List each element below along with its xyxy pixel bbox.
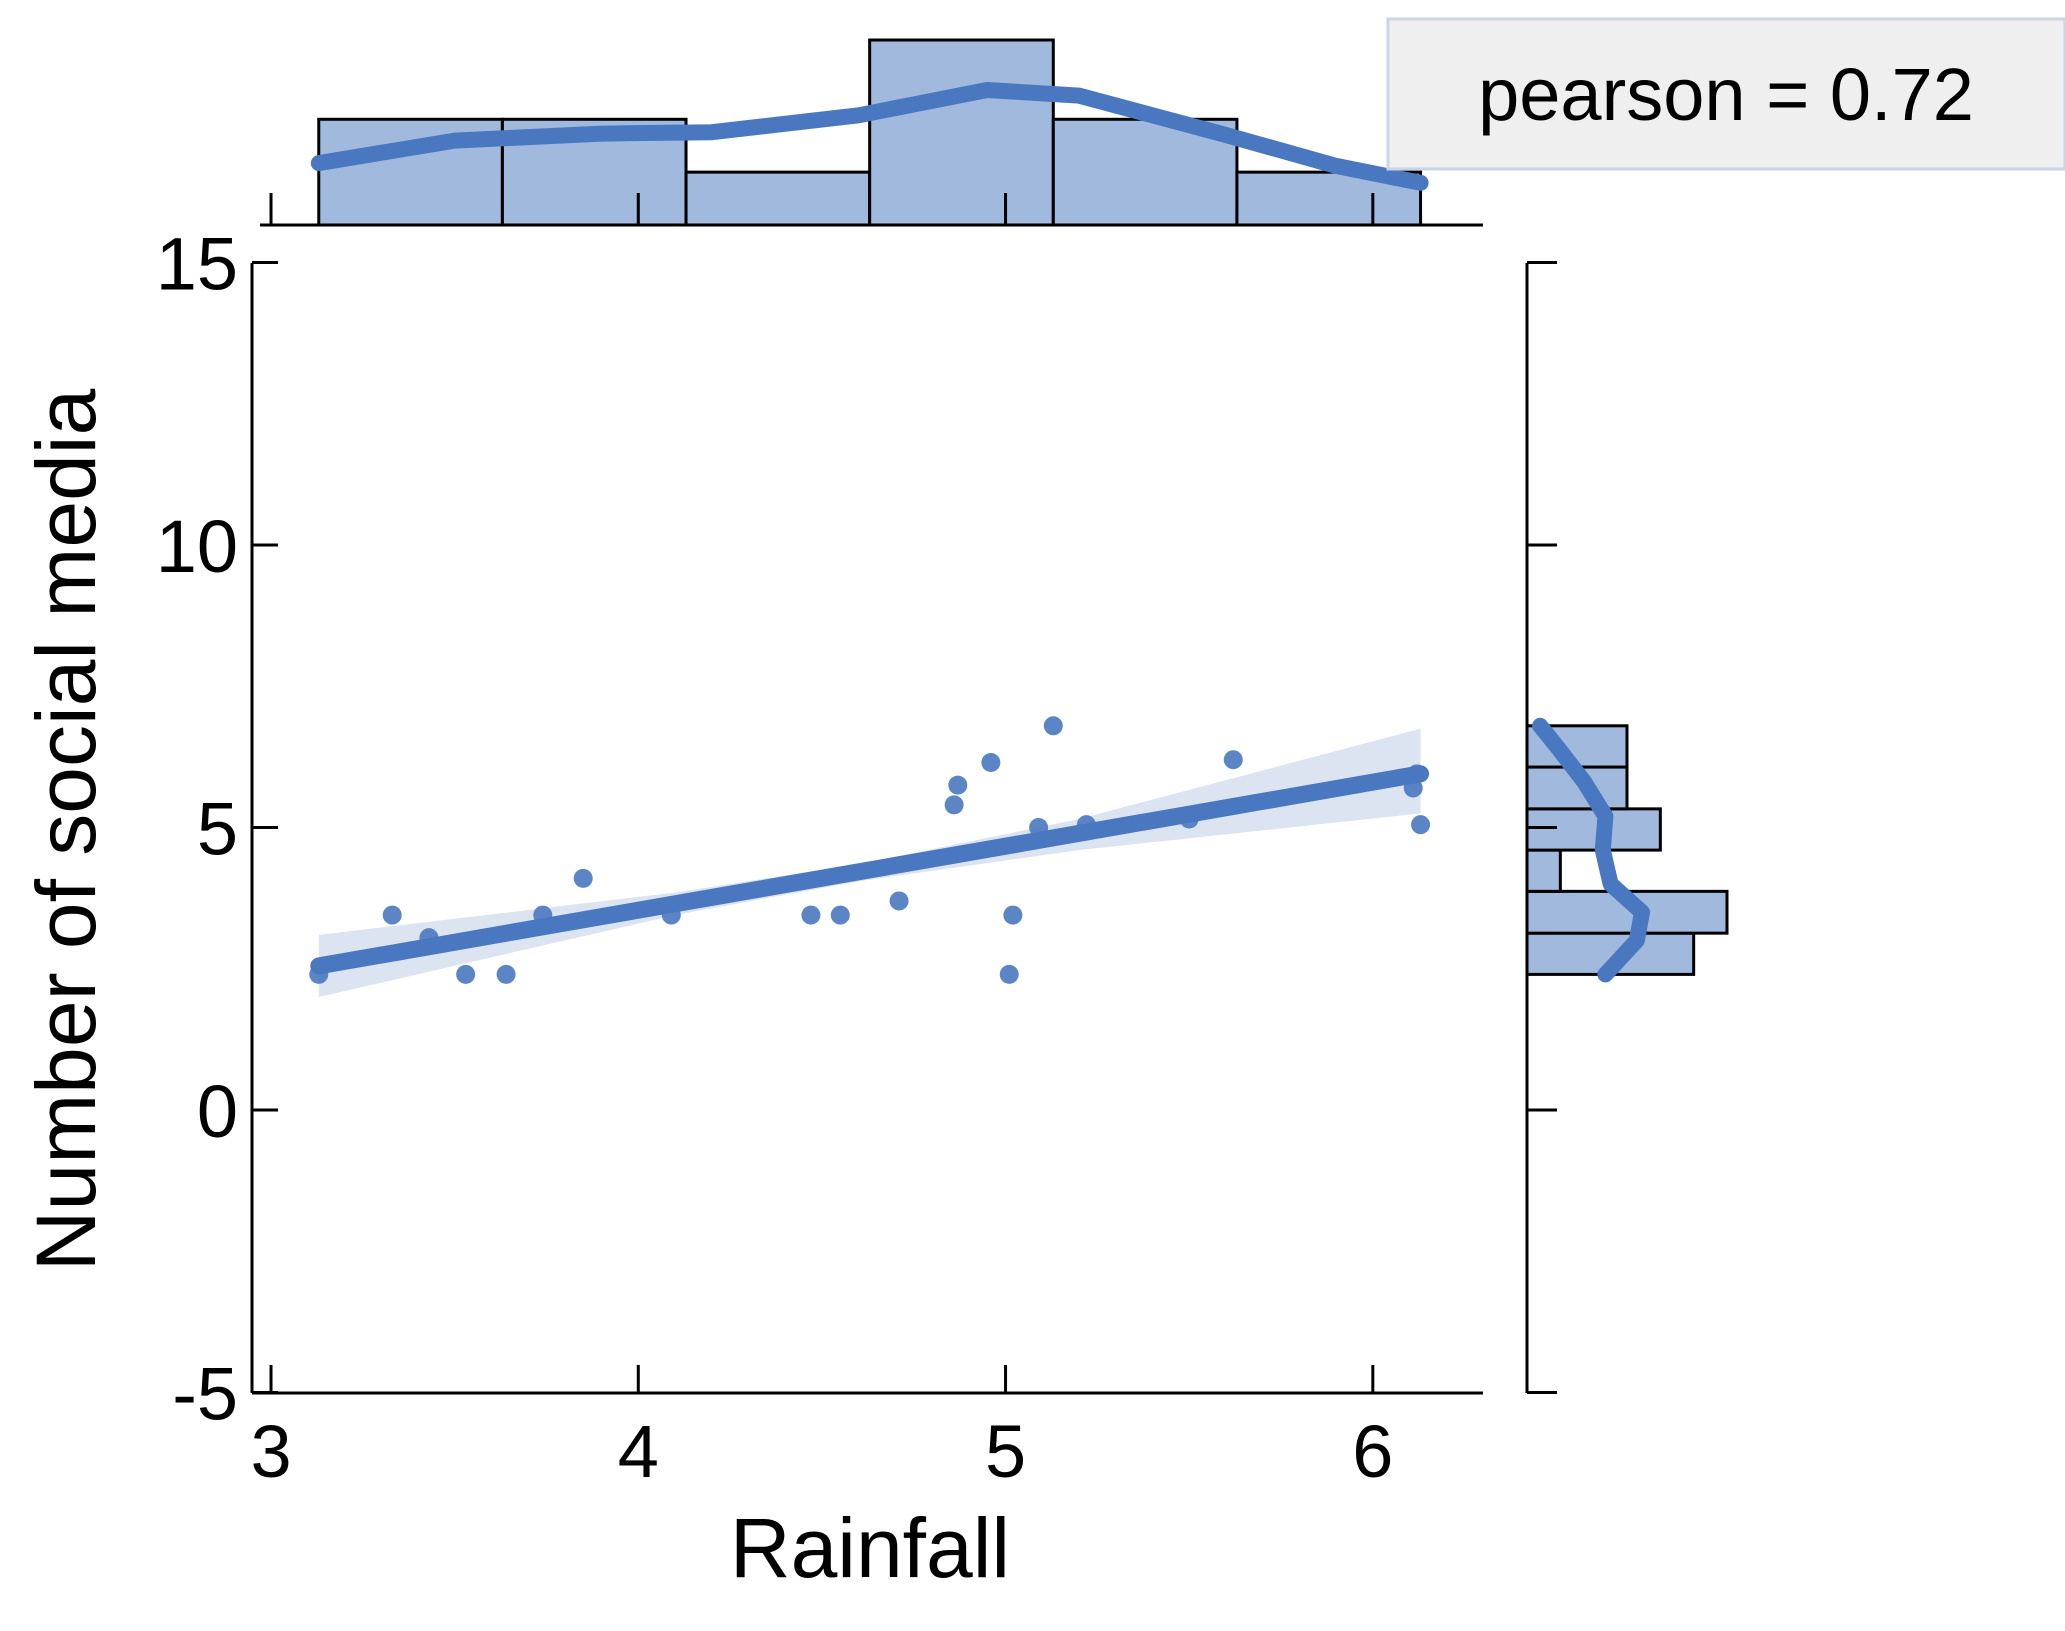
- x-tick-label: 5: [985, 1410, 1026, 1493]
- y-axis-title: Number of social media: [19, 389, 113, 1272]
- annotation-box: [1386, 17, 2065, 171]
- y-tick-label: 0: [197, 1070, 238, 1153]
- scatter-point: [496, 964, 516, 984]
- joint-scatter-plot: [309, 716, 1431, 997]
- scatter-point: [1043, 716, 1063, 736]
- x-tick-label: 3: [250, 1410, 291, 1493]
- tick-labels: 3 4 5 6 -5 0 5 10 15: [156, 223, 1394, 1494]
- scatter-points-layer: [309, 716, 1431, 984]
- scatter-point: [801, 905, 821, 925]
- y-marginal-histogram: [1525, 261, 1729, 1394]
- x-marginal-histogram: [260, 38, 1483, 227]
- regression-line: [310, 765, 1430, 975]
- scatter-point: [999, 964, 1019, 984]
- y-kde-curve: [1532, 717, 1650, 983]
- axes: [250, 263, 1483, 1395]
- x-tick-label: 4: [618, 1410, 659, 1493]
- x-tick-label: 6: [1352, 1410, 1393, 1493]
- scatter-point: [456, 964, 476, 984]
- scatter-point: [382, 905, 402, 925]
- y-tick-label: -5: [172, 1353, 238, 1436]
- y-tick-label: 10: [156, 505, 238, 588]
- scatter-point: [889, 891, 909, 911]
- y-histogram-bar: [1525, 848, 1562, 893]
- scatter-point: [944, 795, 964, 815]
- regression-line-layer: [310, 765, 1430, 975]
- scatter-point: [948, 775, 968, 795]
- scatter-point: [573, 868, 593, 888]
- scatter-point: [1223, 750, 1243, 770]
- pearson-annotation: pearson = 0.72: [1386, 17, 2065, 171]
- y-tick-label: 5: [197, 788, 238, 871]
- y-tick-label: 15: [156, 223, 238, 306]
- x-histogram-bar: [684, 170, 872, 227]
- x-histogram-bar: [868, 38, 1055, 227]
- scatter-point: [1003, 905, 1023, 925]
- scatter-point: [830, 905, 850, 925]
- x-axis-title: Rainfall: [730, 1501, 1010, 1595]
- scatter-point: [1411, 815, 1431, 835]
- y-histogram-bar: [1525, 807, 1662, 852]
- x-kde-curve: [310, 82, 1429, 191]
- annotation-text: pearson = 0.72: [1478, 53, 1974, 136]
- scatter-point: [981, 753, 1001, 773]
